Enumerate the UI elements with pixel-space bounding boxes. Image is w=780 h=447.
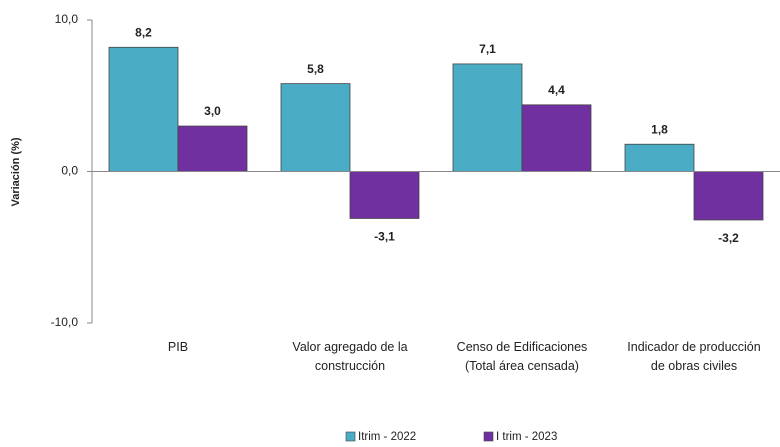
value-label: 7,1 [479,42,496,56]
value-label: -3,1 [374,230,395,244]
bar [108,46,179,172]
legend-swatch [345,431,356,442]
x-tick-label: Censo de Edificaciones (Total área censa… [456,340,588,373]
bar [693,171,764,221]
bar [521,104,592,172]
value-label: 5,8 [307,62,324,76]
x-tick-label: Valor agregado de la construcción [292,340,408,373]
value-label: 8,2 [135,25,152,39]
x-tick-label: Indicador de producción de obras civiles [627,340,761,373]
bar [624,143,695,172]
legend-swatch [483,431,494,442]
bar [280,83,351,172]
value-label: 4,4 [548,83,565,97]
value-label: 1,8 [651,122,668,136]
y-axis-label: Variación (%) [10,137,22,206]
value-label: 3,0 [204,104,221,118]
y-tick-label: 0,0 [61,164,78,178]
legend-label: Itrim - 2022 [358,431,416,443]
bar [349,171,420,219]
value-label: -3,2 [718,231,739,245]
legend-label: I trim - 2023 [496,431,557,443]
y-tick-label: -10,0 [51,315,79,329]
y-tick-label: 10,0 [55,12,79,26]
bar [177,125,248,172]
bar [452,63,523,172]
x-tick-label: PIB [167,340,189,354]
